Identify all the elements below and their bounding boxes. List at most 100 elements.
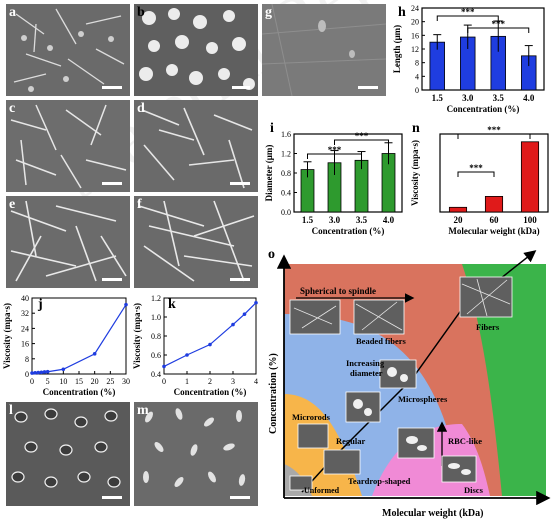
scale-bar: [230, 182, 250, 185]
x-tick-label: 3.5: [493, 93, 505, 103]
sem-panel-a: a: [6, 4, 130, 96]
x-tick-label: 3.5: [356, 215, 368, 225]
sem-panel-g: g: [262, 4, 386, 96]
chart-panel-n: n 20 60 100 Molecular weight (kDa) Viscosity…: [408, 120, 554, 240]
y-tick-label: 1.6: [281, 130, 291, 139]
significance-bracket: [457, 171, 495, 177]
series-line: [163, 302, 257, 367]
y-tick-label: 1.2: [281, 150, 291, 159]
panel-label-n: n: [412, 121, 420, 136]
morphology-phase-diagram: Spherical to spindle Beaded fibers Fiber…: [268, 250, 551, 519]
scale-bar: [102, 182, 122, 185]
y-axis-label: Length (μm): [392, 25, 402, 73]
sem-panel-e: e: [6, 196, 130, 288]
sem-inset-texture: [293, 278, 511, 331]
y-tick-label: 0.8: [151, 332, 161, 341]
schematic-panel-o: o: [262, 244, 554, 526]
scale-bar: [358, 86, 378, 89]
y-tick-label: 0: [415, 86, 419, 95]
data-point: [254, 300, 258, 305]
label-discs: Discs: [464, 485, 484, 495]
y-tick-label: 1.0: [151, 313, 161, 322]
scale-bar: [102, 86, 122, 89]
significance-label: ***: [492, 19, 506, 29]
sem-texture: [262, 4, 386, 96]
y-axis-label: Viscosity (mpa·s): [2, 303, 12, 369]
panel-label-k: k: [168, 297, 176, 312]
scale-bar: [102, 278, 122, 281]
sem-texture: [134, 196, 258, 288]
x-tick-label: 0: [30, 377, 34, 386]
x-tick-label: 4.0: [523, 93, 535, 103]
significance-bracket: [457, 133, 531, 139]
y-tick-label: 40: [21, 294, 29, 303]
x-axis-label: Molecular weight (kDa): [382, 508, 483, 519]
y-tick-label: 0.0: [281, 208, 291, 217]
panel-label-f: f: [137, 197, 142, 212]
data-point: [124, 302, 128, 307]
sem-texture: [6, 4, 130, 96]
sem-texture: [6, 100, 130, 192]
label-increasing-diameter-1: Increasing: [346, 358, 385, 368]
plot-frame: [31, 297, 127, 375]
x-axis-label: Concentration (%): [43, 387, 116, 397]
sem-panel-c: c: [6, 100, 130, 192]
significance-label: ***: [487, 125, 501, 135]
label-regular: Regular: [336, 436, 366, 446]
significance-label: ***: [461, 7, 475, 17]
line-chart-viscosity-j: 0 5 10 15 20 25 30 0 8 16 24 32 40 Concentration (%) V…: [2, 294, 130, 397]
y-tick-label: 24: [21, 324, 29, 333]
bar-chart-diameter: 0.0 0.4 0.8 1.2 1.6 1.5 3.0 3.5 4.0Concentration…: [264, 130, 403, 236]
data-point: [162, 364, 166, 369]
chart-panel-i: i 0.0 0.4 0.8 1.2 1.6 1.5 3.0 3.5 4.0 Concentrati…: [262, 120, 408, 240]
data-point: [92, 352, 97, 356]
y-tick-label: 8: [25, 355, 29, 364]
y-tick-label: 1.2: [151, 294, 161, 303]
sem-panel-f: f: [134, 196, 258, 288]
data-point: [185, 353, 189, 357]
series-line: [31, 304, 127, 374]
significance-label: ***: [469, 163, 483, 173]
x-tick-label: 20: [91, 377, 99, 386]
x-tick-label: 15: [75, 377, 83, 386]
data-point: [39, 370, 44, 375]
panel-label-c: c: [9, 101, 16, 116]
data-point: [61, 367, 66, 372]
panel-label-j: j: [38, 297, 43, 312]
x-tick-label: 20: [454, 215, 464, 225]
y-tick-label: 4: [415, 72, 419, 81]
label-fibers: Fibers: [476, 322, 500, 332]
significance-bracket: [436, 15, 499, 21]
label-microspheres: Microspheres: [398, 394, 448, 404]
data-point: [231, 322, 235, 327]
bar: [448, 206, 468, 213]
y-axis-label: Diameter (μm): [264, 145, 274, 202]
y-tick-label: 20: [411, 18, 419, 27]
chart-panel-k: k 0 1 2 3 4 0.4 0.6 0.8 1.0 1.2 Concentration (%) V…: [132, 290, 262, 400]
chart-panel-h: h 0 4 8 12 16 20 24 1.5 3.0 3.5 4.0 Concentration (…: [390, 2, 552, 120]
y-tick-label: 8: [415, 59, 419, 68]
data-point: [36, 370, 41, 375]
x-tick-label: 3.0: [462, 93, 474, 103]
sem-texture: [134, 100, 258, 192]
x-tick-label: 10: [59, 377, 67, 386]
data-point: [242, 312, 247, 316]
y-tick-label: 0.4: [151, 370, 161, 379]
sem-panel-m: m: [134, 402, 258, 506]
sem-texture: [134, 402, 258, 506]
panel-label-b: b: [137, 5, 145, 20]
sem-panel-d: d: [134, 100, 258, 192]
label-unformed: Unformed: [304, 486, 340, 495]
x-tick-label: 2: [208, 377, 212, 386]
plot-frame: [163, 297, 257, 375]
panel-label-g: g: [265, 5, 272, 20]
y-tick-label: 12: [411, 45, 419, 54]
significance-bracket: [334, 139, 389, 145]
y-tick-label: 24: [411, 4, 419, 13]
y-axis-label: Viscosity (mpa·s): [410, 140, 420, 206]
data-point: [208, 342, 212, 347]
panel-label-a: a: [9, 5, 16, 20]
y-tick-label: 0: [25, 370, 29, 379]
significance-label: ***: [328, 145, 342, 155]
